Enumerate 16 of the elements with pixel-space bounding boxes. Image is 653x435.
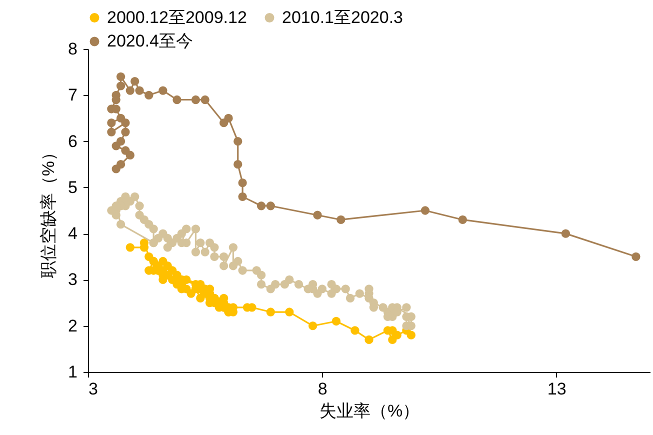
y-tick-label: 3	[68, 270, 78, 290]
x-axis-title: 失业率（%）	[319, 402, 420, 420]
x-tick-label: 3	[88, 380, 98, 398]
legend-label: 2000.12至2009.12	[107, 8, 247, 27]
legend-label: 2020.4至今	[107, 32, 193, 50]
x-tick-label: 8	[318, 380, 328, 398]
y-tick-label: 8	[68, 40, 78, 58]
y-tick-label: 7	[68, 86, 78, 105]
y-tick-label: 5	[68, 178, 78, 197]
y-axis-title: 职位空缺率（%）	[39, 144, 58, 278]
y-tick-label: 4	[68, 224, 78, 244]
y-tick-label: 2	[68, 316, 78, 336]
legend-label: 2010.1至2020.3	[282, 8, 403, 27]
y-tick-label: 6	[68, 132, 78, 151]
y-tick-label: 1	[68, 362, 78, 382]
x-tick-label: 13	[547, 380, 566, 398]
